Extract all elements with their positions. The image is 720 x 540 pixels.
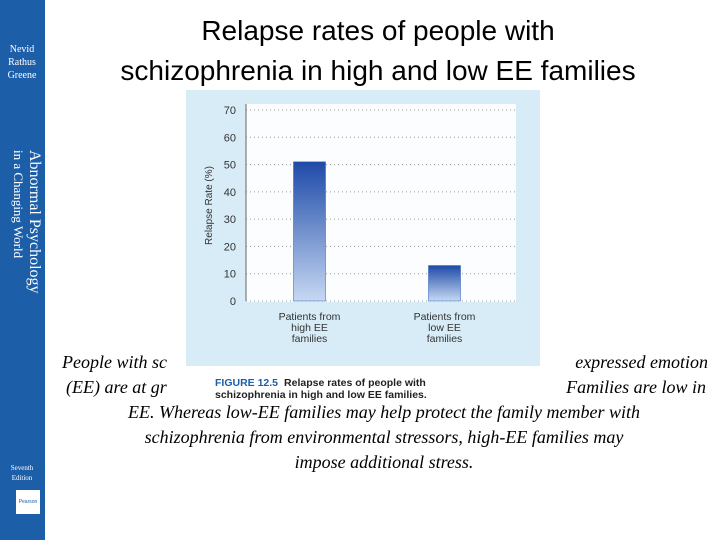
edition: Edition: [12, 474, 33, 482]
title-line: schizophrenia in high and low EE familie…: [120, 55, 635, 86]
paragraph-text: expressed emotion: [575, 352, 708, 372]
title-line: Relapse rates of people with: [201, 15, 554, 46]
book-title: Abnormal Psychology: [26, 150, 43, 294]
plot-area: [246, 104, 516, 302]
author: Rathus: [8, 57, 36, 68]
y-tick-label: 10: [224, 269, 236, 281]
y-tick-label: 20: [224, 241, 236, 253]
caption-text: Relapse rates of people with: [284, 377, 426, 389]
caption: FIGURE 12.5 Relapse rates of people withs…: [215, 377, 427, 401]
caption-box: [186, 366, 540, 402]
bar: [293, 161, 326, 302]
publisher-logo: [16, 490, 40, 514]
y-axis-label: Relapse Rate (%): [204, 166, 215, 245]
paragraph-text: EE. Whereas low-EE families may help pro…: [127, 402, 640, 422]
paragraph-text: (EE) are at gr: [66, 377, 168, 398]
paragraph-text: People with sc: [61, 352, 167, 372]
y-tick-label: 70: [224, 105, 236, 117]
author: Greene: [8, 70, 37, 81]
x-tick-label: Patients from: [279, 311, 341, 323]
x-tick-label: high EE: [291, 322, 328, 334]
paragraph-text: Families are low in: [565, 377, 706, 397]
y-tick-label: 30: [224, 214, 236, 226]
caption-line: FIGURE 12.5 Relapse rates of people with: [215, 377, 426, 389]
sidebar: [0, 0, 45, 540]
caption-label: FIGURE 12.5: [215, 377, 278, 389]
y-tick-label: 40: [224, 187, 236, 199]
y-tick-label: 60: [224, 132, 236, 144]
chart: 0 10 20 30 40 50 60 70 Relapse Rate (%) Patients …: [204, 104, 516, 345]
bar: [428, 265, 461, 302]
x-tick-label: families: [292, 333, 328, 345]
author: Nevid: [10, 44, 34, 55]
x-tick-label: families: [427, 333, 463, 345]
caption-line: schizophrenia in high and low EE familie…: [215, 389, 427, 401]
edition: Seventh: [11, 464, 34, 472]
x-tick-label: low EE: [428, 322, 461, 334]
paragraph-text: schizophrenia from environmental stresso…: [145, 427, 624, 447]
book-title: in a Changing World: [11, 150, 26, 259]
publisher: Pearson: [19, 499, 38, 505]
y-tick-label: 50: [224, 160, 236, 172]
paragraph: People with sc expressed emotion (EE) are …: [61, 352, 708, 472]
y-tick-label: 0: [230, 296, 236, 308]
x-tick-label: Patients from: [414, 311, 476, 323]
paragraph-text: impose additional stress.: [295, 452, 474, 472]
